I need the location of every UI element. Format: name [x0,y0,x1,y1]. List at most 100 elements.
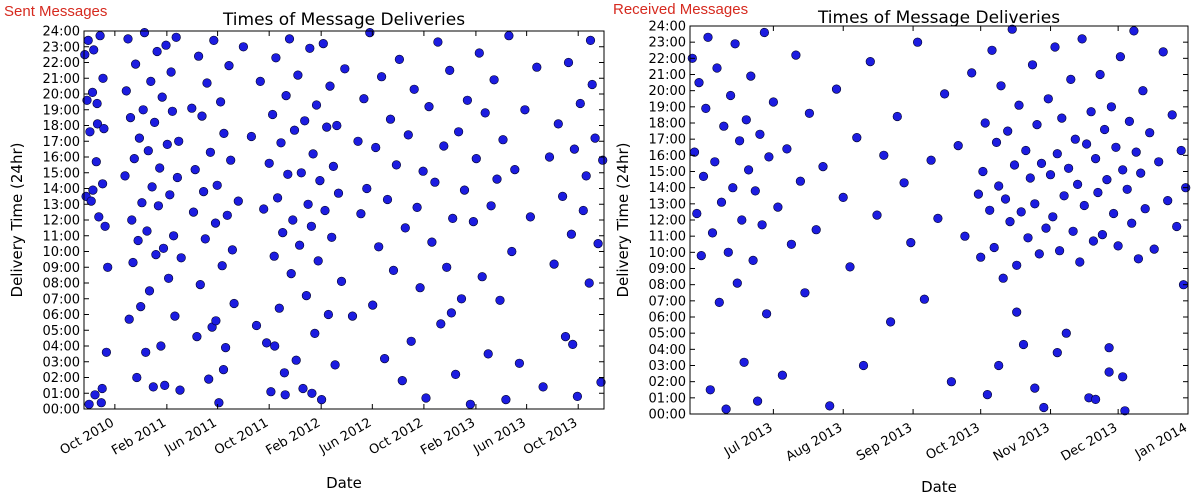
scatter-point [1018,339,1029,350]
scatter-point [741,115,751,125]
scatter-point [330,360,340,370]
scatter-point [1129,26,1139,36]
scatter-point [164,273,174,283]
scatter-point [768,97,779,107]
scatter-point [219,128,229,138]
scatter-point [1057,113,1067,123]
scatter-point [397,376,407,386]
y-tick-label: 08:00 [43,277,80,292]
scatter-point [165,190,175,200]
chart-title: Times of Message Deliveries [222,10,465,30]
scatter-point [1108,208,1119,219]
y-tick-label: 24:00 [43,25,80,40]
scatter-point [103,262,113,272]
scatter-point [973,189,984,199]
y-tick-label: 22:00 [43,56,80,71]
scatter-point [217,261,227,271]
scatter-point [773,202,783,212]
x-tick-label: Aug 2013 [784,420,846,464]
scatter-point [946,377,957,387]
scatter-point [328,161,339,171]
scatter-point [939,89,950,99]
y-axis-label: Delivery Time (24hr) [614,143,632,298]
scatter-point [532,62,542,72]
scatter-point [1106,102,1116,112]
scatter-point [90,390,100,400]
scatter-point [424,101,434,112]
scatter-point [162,139,172,149]
scatter-point [377,72,387,82]
scatter-point [746,71,756,81]
scatter-point [313,256,323,266]
scatter-point [994,181,1004,191]
scatter-point [293,70,303,80]
x-tick-label: Jul 2013 [721,420,775,460]
scatter-point [306,221,317,231]
scatter-point [1005,217,1015,227]
scatter-point [825,401,835,411]
scatter-point [1118,165,1128,175]
scatter-point [755,129,765,139]
x-tick-label: Jun 2012 [316,415,374,457]
y-tick-label: 07:00 [43,292,80,307]
scatter-point [575,98,585,109]
scatter-point [202,78,212,88]
scatter-point [439,141,449,151]
scatter-point [1012,307,1022,317]
scatter-point [1039,402,1049,413]
scatter-point [199,187,209,197]
scatter-point [91,157,101,167]
scatter-point [1059,191,1069,201]
scatter-point [1158,47,1168,57]
y-tick-label: 06:00 [649,311,686,326]
scatter-point [146,76,156,86]
scatter-point [385,114,396,124]
scatter-point [1120,406,1130,416]
scatter-point [143,146,153,156]
scatter-point [415,283,425,293]
scatter-point [86,196,96,206]
scatter-point [764,152,774,162]
scatter-point [301,291,312,301]
scatter-point [161,40,171,50]
scatter-point [510,165,520,175]
y-tick-label: 20:00 [649,84,686,99]
scatter-point [284,34,295,44]
scatter-point [1111,142,1121,152]
scatter-point [474,48,484,58]
scatter-point [978,166,988,177]
scatter-point [233,196,243,206]
scatter-point [121,86,131,96]
y-tick-label: 12:00 [649,214,686,229]
scatter-point [504,31,514,41]
scatter-point [1127,218,1137,228]
scatter-point [1052,348,1062,358]
scatter-point [489,75,499,85]
scatter-point [1016,207,1026,217]
scatter-point [308,149,318,159]
scatter-point [786,239,797,249]
scatter-point [327,232,337,242]
scatter-point [1012,260,1022,270]
scatter-point [333,188,344,198]
x-tick-label: Sep 2013 [854,420,915,464]
scatter-point [356,209,366,219]
scatter-point [557,191,568,201]
scatter-point [818,162,828,172]
scatter-point [696,251,706,261]
scatter-point [340,64,350,74]
scatter-point [100,221,110,231]
scatter-point [1045,170,1056,180]
scatter-point [845,262,855,272]
scatter-point [1081,139,1092,149]
scatter-point [1090,394,1101,405]
scatter-point [80,49,90,60]
scatter-point [436,319,446,329]
y-tick-label: 00:00 [43,403,80,418]
scatter-point [454,127,464,137]
scatter-point [1093,187,1103,198]
scatter-point [409,84,419,94]
scatter-point [872,210,882,220]
scatter-point [171,32,181,42]
scatter-point [831,84,842,94]
